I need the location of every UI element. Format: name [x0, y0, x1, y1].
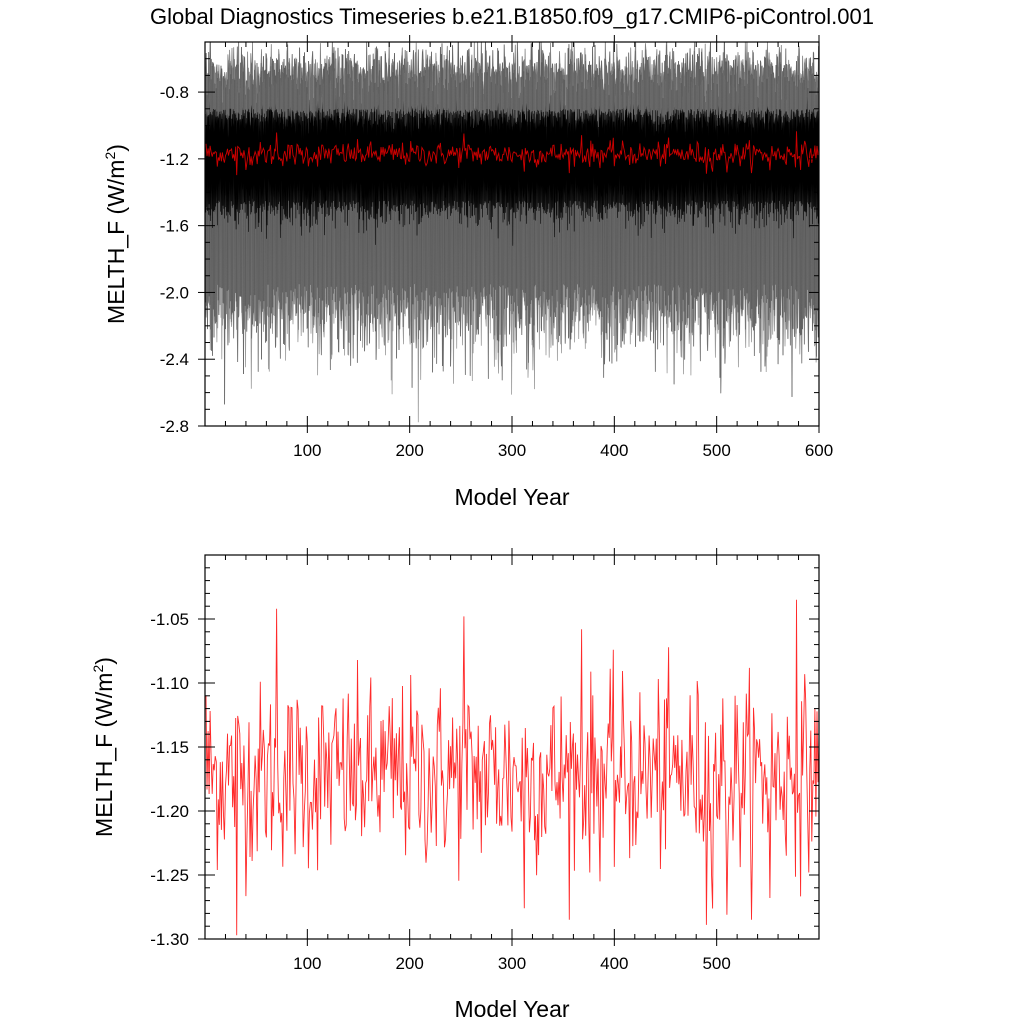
x-tick-label: 100: [293, 954, 321, 973]
top-ylabel-main: MELTH_F (W/m: [103, 160, 129, 324]
x-tick-label: 500: [702, 954, 730, 973]
top-panel: 100 200 300 400 500 600 -2.8 -2.4 -2.0 -1.6 -1.2 -0…: [102, 35, 833, 510]
y-tick-label: -1.30: [150, 930, 189, 949]
x-tick-label: 300: [498, 441, 526, 460]
bottom-axis-ticks: 100 200 300 400 500 -1.30 -1.25 -1.20 -1.15 -1.10…: [150, 548, 820, 973]
x-tick-label: 200: [395, 954, 423, 973]
top-ylabel-sup: 2: [102, 152, 118, 160]
x-tick-label: 200: [395, 441, 423, 460]
series-monthly-min: [205, 284, 819, 423]
y-tick-label: -1.15: [150, 738, 189, 757]
y-tick-label: -2.4: [160, 350, 189, 369]
y-tick-label: -0.8: [160, 83, 189, 102]
bottom-x-axis-label: Model Year: [454, 996, 569, 1022]
x-tick-label: 600: [805, 441, 833, 460]
bottom-ylabel-main: MELTH_F (W/m: [91, 673, 117, 837]
x-tick-label: 400: [600, 441, 628, 460]
y-tick-label: -1.25: [150, 866, 189, 885]
bottom-panel: 100 200 300 400 500 -1.30 -1.25 -1.20 -1.15 -1.10…: [90, 548, 820, 1022]
x-tick-label: 100: [293, 441, 321, 460]
y-tick-label: -2.0: [160, 283, 189, 302]
bottom-ylabel-sup: 2: [90, 665, 106, 673]
bottom-y-axis-label: MELTH_F (W/m2): [90, 657, 117, 837]
top-y-axis-label: MELTH_F (W/m2): [102, 144, 129, 324]
top-x-axis-label: Model Year: [454, 484, 569, 510]
series-annual-mean-top: [205, 131, 819, 176]
top-axis-ticks: 100 200 300 400 500 600 -2.8 -2.4 -2.0 -1.6 -1.2 -0…: [160, 35, 833, 460]
y-tick-label: -1.20: [150, 802, 189, 821]
y-tick-label: -2.8: [160, 417, 189, 436]
y-tick-label: -1.05: [150, 610, 189, 629]
bottom-plot-area: [205, 599, 819, 936]
x-tick-label: 500: [702, 441, 730, 460]
top-plot-area: [205, 42, 819, 423]
top-ylabel-end: ): [103, 144, 129, 152]
y-tick-label: -1.10: [150, 674, 189, 693]
y-tick-label: -1.2: [160, 150, 189, 169]
series-annual-mean: [205, 599, 819, 936]
figure-title: Global Diagnostics Timeseries b.e21.B185…: [150, 4, 874, 29]
bottom-ylabel-end: ): [91, 657, 117, 665]
x-tick-label: 300: [498, 954, 526, 973]
y-tick-label: -1.6: [160, 217, 189, 236]
series-monthly-max: [205, 42, 819, 118]
x-tick-label: 400: [600, 954, 628, 973]
